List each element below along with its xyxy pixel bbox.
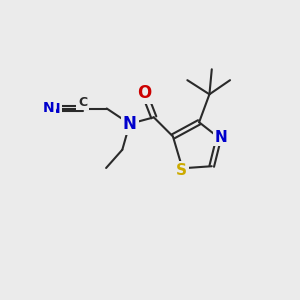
- Text: N: N: [43, 101, 54, 115]
- Text: N: N: [215, 130, 228, 145]
- Text: S: S: [176, 163, 187, 178]
- Text: O: O: [137, 84, 151, 102]
- Text: C: C: [78, 95, 87, 109]
- Text: N: N: [123, 115, 136, 133]
- Text: N: N: [49, 101, 60, 116]
